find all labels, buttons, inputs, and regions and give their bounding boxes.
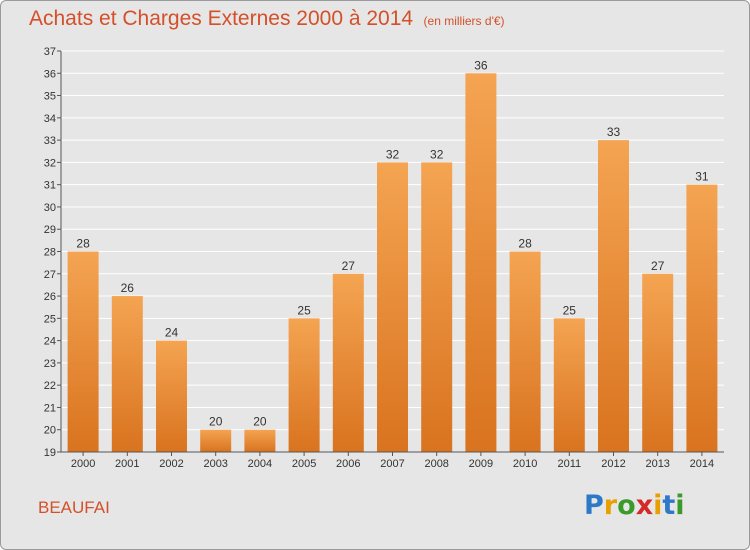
data-label: 25 <box>297 303 311 317</box>
y-tick-label: 22 <box>44 380 56 392</box>
y-tick-label: 25 <box>44 313 56 325</box>
y-tick-label: 32 <box>44 157 56 169</box>
y-tick-label: 24 <box>44 336 56 348</box>
y-tick-label: 35 <box>44 91 56 103</box>
x-tick-label: 2003 <box>203 458 227 470</box>
data-label: 24 <box>165 326 179 340</box>
data-label: 25 <box>563 303 577 317</box>
y-tick-label: 28 <box>44 247 56 259</box>
data-label: 28 <box>76 237 90 251</box>
data-label: 27 <box>342 259 356 273</box>
x-tick-label: 2005 <box>292 458 316 470</box>
y-tick-label: 29 <box>44 224 56 236</box>
bar-2001[interactable] <box>111 296 143 452</box>
x-tick-label: 2002 <box>159 458 183 470</box>
x-tick-label: 2012 <box>601 458 625 470</box>
bar-2005[interactable] <box>288 318 320 452</box>
bar-2002[interactable] <box>156 340 187 452</box>
bar-2000[interactable] <box>67 251 99 453</box>
data-label: 26 <box>121 281 135 295</box>
bar-2010[interactable] <box>509 251 541 453</box>
data-label: 32 <box>430 147 444 161</box>
chart-title: Achats et Charges Externes 2000 à 2014 <box>29 7 414 30</box>
logo-letter: P <box>584 490 604 521</box>
y-tick-label: 27 <box>44 269 56 281</box>
y-tick-label: 23 <box>44 358 56 370</box>
logo-letter: r <box>603 490 618 521</box>
data-label: 32 <box>386 147 400 161</box>
y-tick-label: 31 <box>44 180 56 192</box>
x-tick-label: 2001 <box>115 458 139 470</box>
y-tick-label: 34 <box>44 113 56 125</box>
data-label: 33 <box>607 125 621 139</box>
data-label: 36 <box>474 58 488 72</box>
y-tick-label: 26 <box>44 291 56 303</box>
data-label: 20 <box>253 415 267 429</box>
data-label: 27 <box>651 259 665 273</box>
logo-letter: o <box>617 490 636 521</box>
logo-letter: x <box>635 490 654 521</box>
y-tick-label: 37 <box>44 46 56 58</box>
bar-2003[interactable] <box>200 429 232 452</box>
chart-subtitle: (en milliers d'€) <box>423 14 505 28</box>
bar-2009[interactable] <box>465 73 497 453</box>
logo-letter: i <box>675 490 685 521</box>
x-tick-label: 2009 <box>469 458 493 470</box>
x-tick-label: 2000 <box>71 458 95 470</box>
y-tick-label: 20 <box>44 425 56 437</box>
x-tick-label: 2014 <box>690 458 714 470</box>
logo-letter: i <box>653 490 663 521</box>
y-tick-label: 36 <box>44 68 56 80</box>
x-tick-label: 2013 <box>645 458 669 470</box>
y-tick-label: 21 <box>44 402 56 414</box>
data-label: 28 <box>518 237 532 251</box>
bar-2013[interactable] <box>642 273 674 452</box>
y-tick-label: 19 <box>44 447 56 459</box>
x-tick-label: 2004 <box>248 458 272 470</box>
y-tick-label: 30 <box>44 202 56 214</box>
bar-2011[interactable] <box>553 318 585 452</box>
data-label: 20 <box>209 415 223 429</box>
bar-2006[interactable] <box>332 273 364 452</box>
x-tick-label: 2007 <box>380 458 404 470</box>
logo-letter: t <box>662 490 676 521</box>
x-tick-label: 2008 <box>424 458 448 470</box>
x-tick-label: 2011 <box>557 458 581 470</box>
proxiti-logo[interactable]: Proxiti <box>584 490 685 521</box>
x-tick-label: 2006 <box>336 458 360 470</box>
data-label: 31 <box>695 170 709 184</box>
bar-2004[interactable] <box>244 429 276 452</box>
x-tick-label: 2010 <box>513 458 537 470</box>
bar-2007[interactable] <box>377 162 408 452</box>
bar-2008[interactable] <box>421 162 453 452</box>
bar-2014[interactable] <box>686 184 718 452</box>
location-label: BEAUFAI <box>38 498 110 517</box>
bar-2012[interactable] <box>598 140 629 452</box>
title-row: Achats et Charges Externes 2000 à 2014 (… <box>29 7 505 31</box>
y-tick-label: 33 <box>44 135 56 147</box>
